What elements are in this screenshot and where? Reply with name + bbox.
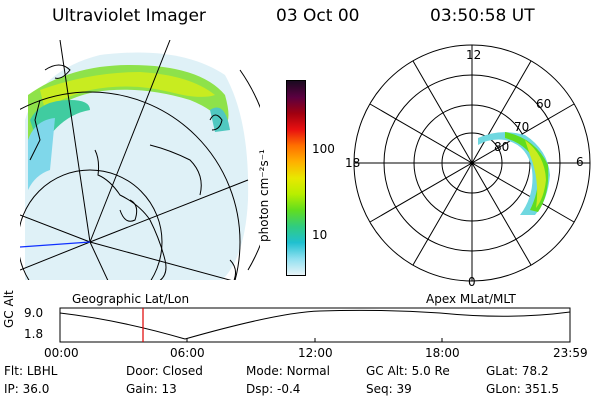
- altitude-xtick: 12:00: [298, 346, 333, 360]
- mlt-label-6: 6: [576, 155, 584, 169]
- polar-caption: Apex MLat/MLT: [426, 292, 516, 306]
- time-label: 03:50:58 UT: [430, 6, 535, 26]
- param-seq: Seq: 39: [366, 382, 412, 396]
- lat-label-70: 70: [514, 120, 530, 134]
- param-gain: Gain: 13: [126, 382, 177, 396]
- altitude-xtick: 00:00: [44, 346, 79, 360]
- instrument-title: Ultraviolet Imager: [52, 6, 206, 26]
- lat-label-80: 80: [494, 140, 510, 154]
- altitude-ytick-high: 9.0: [24, 306, 44, 320]
- param-glat: GLat: 78.2: [486, 364, 549, 378]
- param-gc-alt: GC Alt: 5.0 Re: [366, 364, 450, 378]
- colorbar: [286, 80, 306, 276]
- altitude-xtick: 23:59: [553, 346, 588, 360]
- date-label: 03 Oct 00: [276, 6, 360, 26]
- altitude-xtick: 06:00: [170, 346, 205, 360]
- mlt-label-0: 0: [468, 275, 476, 289]
- altitude-xtick: 18:00: [425, 346, 460, 360]
- colorbar-tick-100: 100: [312, 142, 335, 156]
- param-door: Door: Closed: [126, 364, 203, 378]
- lat-label-60: 60: [536, 97, 552, 111]
- param-flt: Flt: LBHL: [4, 364, 58, 378]
- param-dsp: Dsp: -0.4: [246, 382, 301, 396]
- param-mode: Mode: Normal: [246, 364, 330, 378]
- param-glon: GLon: 351.5: [486, 382, 559, 396]
- mlt-label-18: 18: [345, 156, 361, 170]
- colorbar-tick-10: 10: [312, 228, 328, 242]
- mlt-label-12: 12: [466, 48, 482, 62]
- altitude-ytick-low: 1.8: [24, 327, 44, 341]
- geo-caption: Geographic Lat/Lon: [72, 292, 190, 306]
- altitude-ylabel: GC Alt: [2, 290, 16, 328]
- param-ip: IP: 36.0: [4, 382, 50, 396]
